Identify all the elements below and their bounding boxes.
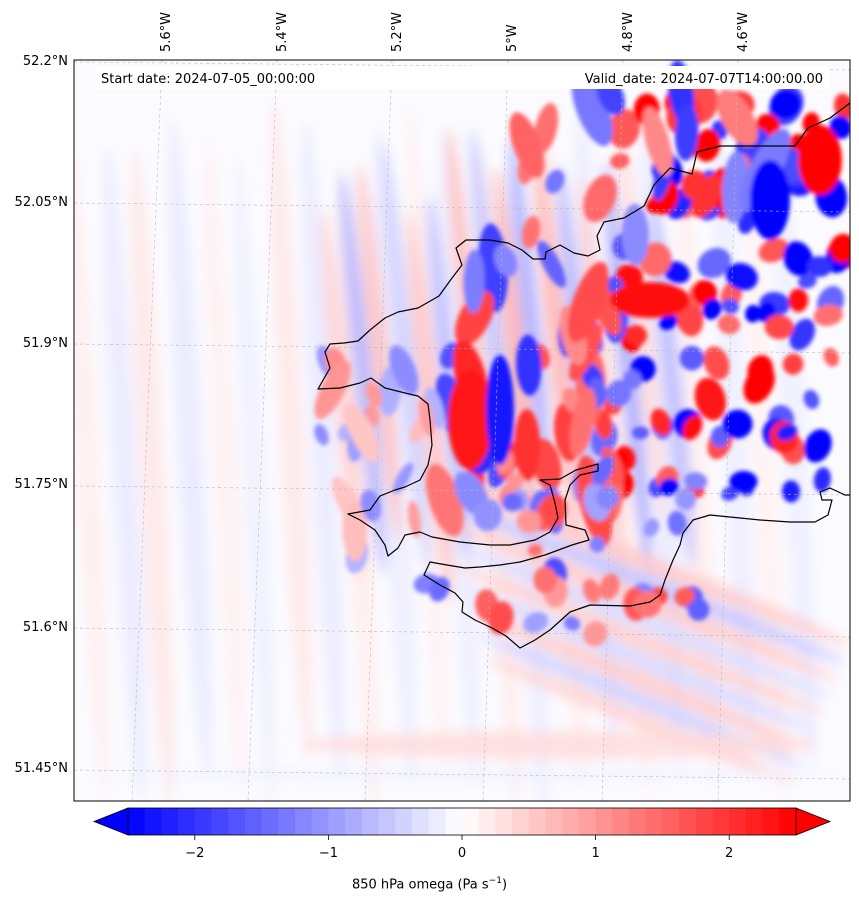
lon-label: 4.8°W — [621, 12, 636, 52]
latitude-labels: 52.2°N 52.05°N 51.9°N 51.75°N 51.6°N 51.… — [15, 54, 68, 776]
colorbar-tick-label: 1 — [591, 846, 599, 861]
lon-label: 5°W — [505, 24, 520, 52]
colorbar-extend-max — [795, 807, 832, 836]
coastline — [317, 102, 850, 649]
colorbar-tick-label: 0 — [458, 846, 466, 861]
lat-label: 51.9°N — [23, 336, 68, 351]
lon-label: 4.6°W — [736, 12, 751, 52]
colorbar-tick-label: 2 — [725, 846, 733, 861]
start-date: Start date: 2024-07-05_00:00:00 — [101, 72, 315, 87]
longitude-labels: 5.6°W 5.4°W 5.2°W 5°W 4.8°W 4.6°W — [159, 12, 751, 52]
colorbar: −2 −1 0 1 2 — [92, 807, 832, 861]
valid-date: Valid_date: 2024-07-07T14:00:00.00 — [585, 72, 823, 87]
colorbar-label: 850 hPa omega (Pa s−1) — [351, 876, 508, 893]
colorbar-steps — [128, 808, 797, 835]
lat-label: 52.2°N — [23, 54, 68, 69]
colorbar-tick-label: −2 — [185, 846, 204, 861]
omega-field — [74, 60, 850, 801]
lat-label: 51.6°N — [23, 620, 68, 635]
plot-frame — [73, 59, 851, 802]
lon-label: 5.4°W — [275, 12, 290, 52]
colorbar-ticks: −2 −1 0 1 2 — [185, 835, 733, 861]
gridlines — [74, 60, 850, 801]
lat-label: 51.75°N — [15, 477, 68, 492]
colorbar-extend-min — [92, 807, 129, 836]
lon-label: 5.6°W — [159, 12, 174, 52]
coastline-north — [317, 102, 850, 649]
lat-label: 51.45°N — [15, 761, 68, 776]
colorbar-tick-label: −1 — [319, 846, 338, 861]
header-strip: Start date: 2024-07-05_00:00:00 Valid_da… — [96, 66, 830, 89]
lon-label: 5.2°W — [390, 12, 405, 52]
lat-label: 52.05°N — [15, 195, 68, 210]
